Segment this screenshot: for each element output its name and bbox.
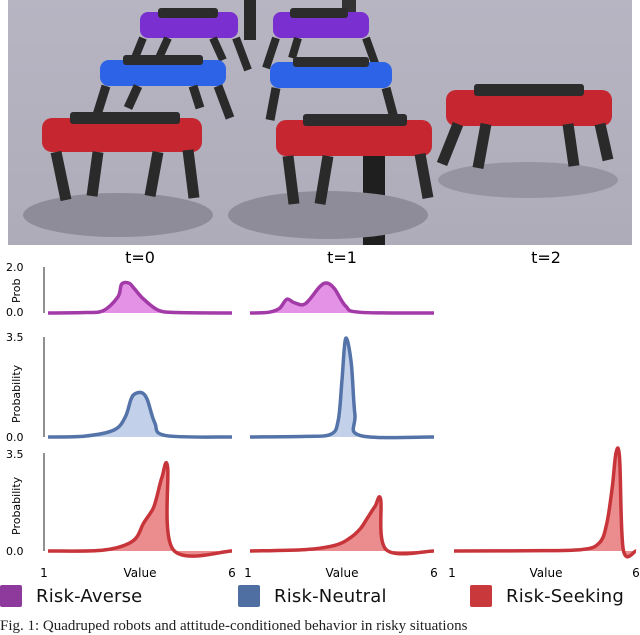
column-title-t1: t=1 xyxy=(327,248,357,267)
legend-label-averse: Risk-Averse xyxy=(36,585,143,607)
legend-risk-averse: Risk-Averse xyxy=(0,584,142,608)
blue-robot-left xyxy=(91,55,235,120)
row1-ytick-top: 3.5 xyxy=(6,331,24,344)
xlabel-col0: Value xyxy=(124,566,157,580)
xtick-min-col1: 1 xyxy=(244,566,252,580)
density-line-6 xyxy=(453,446,637,559)
legend-swatch-seeking xyxy=(470,585,492,607)
density-fill-2 xyxy=(48,392,232,438)
column-title-t0: t=0 xyxy=(125,248,155,267)
purple-robot-left xyxy=(126,8,252,72)
density-fill-5 xyxy=(250,496,434,554)
legend-risk-seeking: Risk-Seeking xyxy=(470,584,624,608)
density-line-4 xyxy=(47,460,233,558)
density-fill-1 xyxy=(250,282,434,314)
row2-ytick-bottom: 0.0 xyxy=(6,545,24,558)
legend-label-seeking: Risk-Seeking xyxy=(506,585,625,607)
xtick-max-col1: 6 xyxy=(430,566,438,580)
distribution-figure: t=0 t=1 t=2 2.0 0.0 Prob 3.5 0.0 Probabi… xyxy=(6,248,640,580)
xlabel-col1: Value xyxy=(326,566,359,580)
density-line-5 xyxy=(249,495,435,556)
row1-ytick-bottom: 0.0 xyxy=(6,431,24,444)
legend-swatch-neutral xyxy=(238,585,260,607)
density-fill-4 xyxy=(48,462,232,557)
red-robot-right xyxy=(436,84,614,169)
xtick-max-col2: 6 xyxy=(632,566,640,580)
row2-ylabel: Probability xyxy=(10,476,23,535)
red-robot-left xyxy=(42,112,202,202)
xtick-min-col2: 1 xyxy=(448,566,456,580)
row0-ytick-top: 2.0 xyxy=(6,261,24,274)
density-line-3 xyxy=(249,336,435,440)
xlabel-col2: Value xyxy=(530,566,563,580)
density-line-0 xyxy=(47,280,233,315)
row1-ylabel: Probability xyxy=(10,364,23,423)
row2-ytick-top: 3.5 xyxy=(6,448,24,461)
density-line-1 xyxy=(249,281,435,315)
row0-ylabel: Prob xyxy=(10,279,23,303)
xtick-max-col0: 6 xyxy=(228,566,236,580)
density-line-2 xyxy=(47,390,233,439)
xtick-min-col0: 1 xyxy=(40,566,48,580)
density-fill-6 xyxy=(454,448,636,557)
purple-robot-right xyxy=(262,8,380,70)
legend-swatch-averse xyxy=(0,585,22,607)
row0-ytick-bottom: 0.0 xyxy=(6,306,24,319)
blue-robot-right xyxy=(265,57,399,121)
robot-render-image xyxy=(8,0,632,245)
column-title-t2: t=2 xyxy=(531,248,561,267)
legend-risk-neutral: Risk-Neutral xyxy=(238,584,387,608)
red-robot-center xyxy=(276,114,434,205)
legend-label-neutral: Risk-Neutral xyxy=(274,585,387,607)
figure-caption: Fig. 1: Quadruped robots and attitude-co… xyxy=(0,618,468,634)
